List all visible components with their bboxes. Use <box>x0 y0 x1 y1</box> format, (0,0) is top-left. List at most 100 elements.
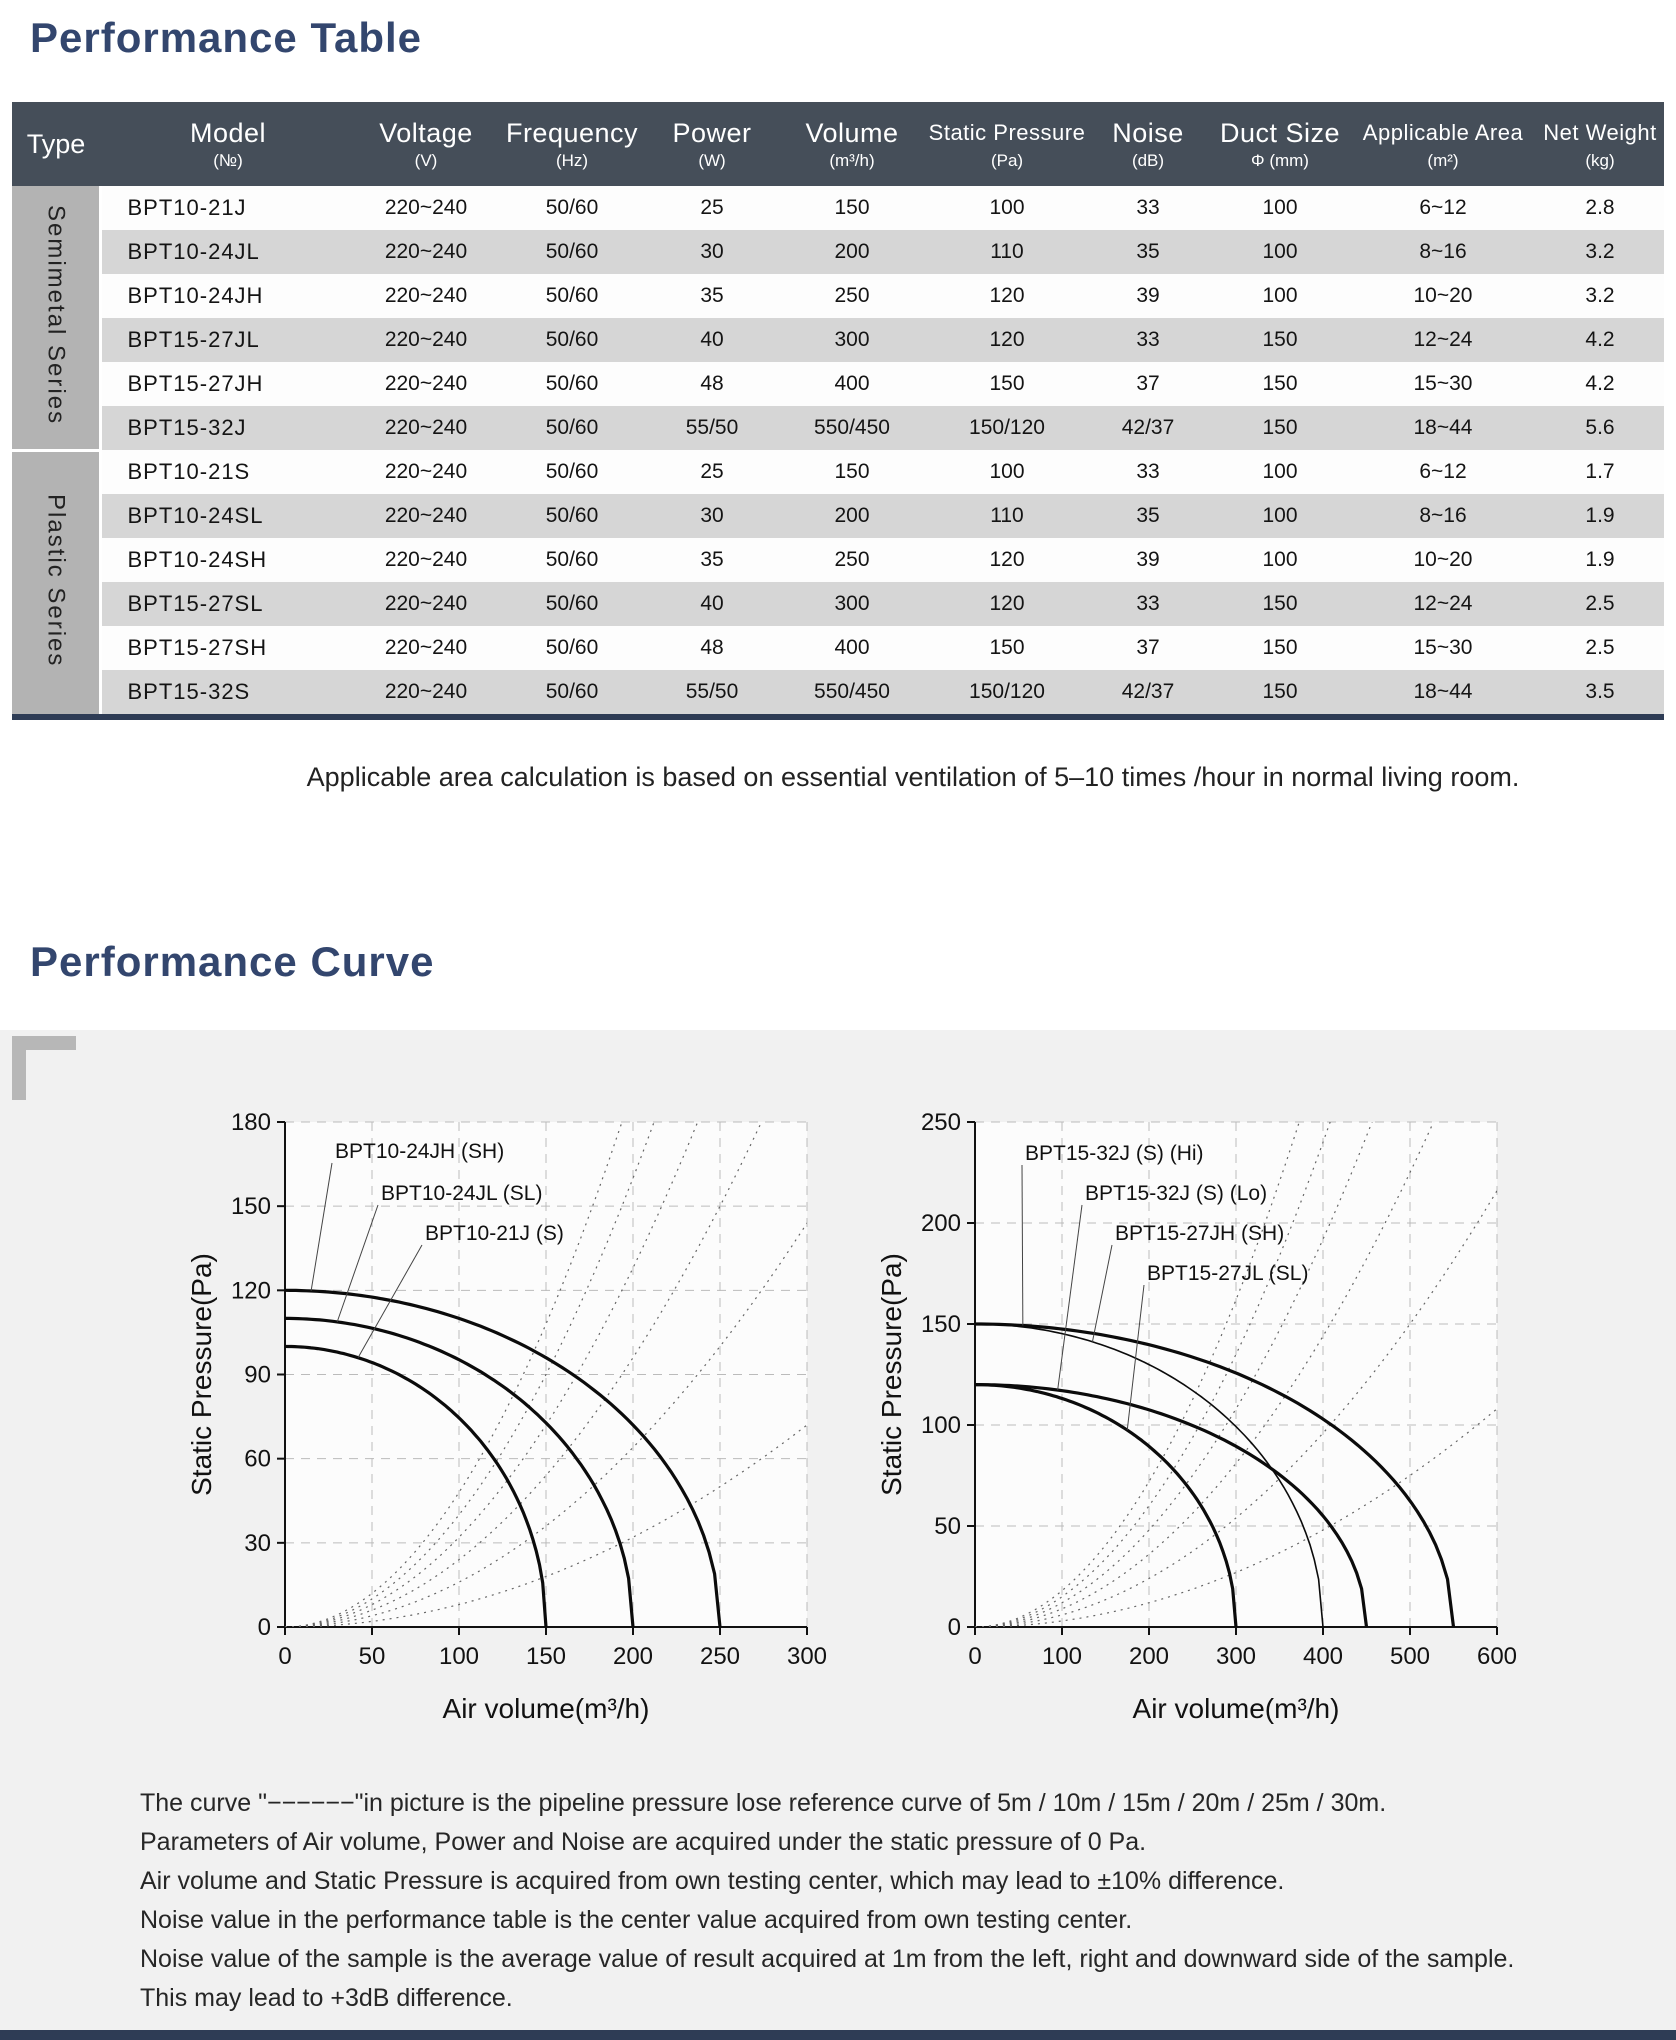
model-cell: BPT15-27JH <box>100 362 356 406</box>
value-cell: 40 <box>648 318 776 362</box>
table-header: Type Model (№) Voltage (V) Frequency (Hz… <box>12 102 1664 186</box>
value-cell: 100 <box>1210 450 1350 494</box>
value-cell: 400 <box>776 362 928 406</box>
col-header-frequency: Frequency (Hz) <box>496 102 648 186</box>
value-cell: 50/60 <box>496 494 648 538</box>
model-cell: BPT10-24JH <box>100 274 356 318</box>
value-cell: 8~16 <box>1350 230 1536 274</box>
col-header-applicable-area: Applicable Area (m²) <box>1350 102 1536 186</box>
table-row: BPT15-32S 220~240 50/60 55/50 550/450 150/120… <box>12 670 1664 717</box>
svg-text:100: 100 <box>921 1412 961 1439</box>
col-header-noise: Noise (dB) <box>1086 102 1210 186</box>
svg-text:Air volume(m³/h): Air volume(m³/h) <box>443 1693 650 1724</box>
value-cell: 12~24 <box>1350 582 1536 626</box>
value-cell: 48 <box>648 626 776 670</box>
value-cell: 150 <box>1210 318 1350 362</box>
model-cell: BPT15-27JL <box>100 318 356 362</box>
value-cell: 1.9 <box>1536 494 1664 538</box>
model-cell: BPT10-24SL <box>100 494 356 538</box>
value-cell: 10~20 <box>1350 274 1536 318</box>
value-cell: 220~240 <box>356 626 496 670</box>
col-header-power: Power (W) <box>648 102 776 186</box>
col-header-duct-size: Duct Size Φ (mm) <box>1210 102 1350 186</box>
row-group-label: Semimetal Series <box>12 186 102 452</box>
value-cell: 4.2 <box>1536 362 1664 406</box>
value-cell: 35 <box>1086 494 1210 538</box>
value-cell: 150 <box>1210 582 1350 626</box>
svg-text:150: 150 <box>231 1193 271 1220</box>
value-cell: 150 <box>1210 670 1350 717</box>
curve-panel: 0 50 100 150 200 250 300 0 30 60 90 120 150 180 BPT10-… <box>0 1030 1676 2030</box>
table-note: Applicable area calculation is based on … <box>306 762 1520 792</box>
svg-text:30: 30 <box>244 1530 271 1557</box>
table-row: BPT15-27SH 220~240 50/60 48 400 150 37 150 15~30… <box>12 626 1664 670</box>
svg-text:500: 500 <box>1390 1643 1430 1670</box>
value-cell: 55/50 <box>648 406 776 450</box>
model-cell: BPT15-32S <box>100 670 356 717</box>
value-cell: 6~12 <box>1350 186 1536 230</box>
value-cell: 120 <box>928 274 1086 318</box>
model-cell: BPT10-24SH <box>100 538 356 582</box>
value-cell: 100 <box>1210 274 1350 318</box>
value-cell: 50/60 <box>496 450 648 494</box>
svg-text:BPT10-24JL (SL): BPT10-24JL (SL) <box>381 1182 542 1205</box>
model-cell: BPT15-27SL <box>100 582 356 626</box>
svg-text:Air volume(m³/h): Air volume(m³/h) <box>1133 1693 1340 1724</box>
value-cell: 150 <box>928 626 1086 670</box>
value-cell: 2.5 <box>1536 626 1664 670</box>
svg-text:250: 250 <box>921 1109 961 1136</box>
value-cell: 10~20 <box>1350 538 1536 582</box>
table-row: BPT10-24SH 220~240 50/60 35 250 120 39 100 10~20… <box>12 538 1664 582</box>
svg-text:BPT15-32J (S) (Lo): BPT15-32J (S) (Lo) <box>1085 1182 1267 1205</box>
table-row: Semimetal Series BPT10-21J 220~240 50/60 25 1… <box>12 186 1664 452</box>
value-cell: 120 <box>928 538 1086 582</box>
col-header-static-pressure: Static Pressure (Pa) <box>928 102 1086 186</box>
value-cell: 220~240 <box>356 538 496 582</box>
svg-text:50: 50 <box>359 1643 386 1670</box>
table-row: BPT10-24SL 220~240 50/60 30 200 110 35 100 8~16 1… <box>12 494 1664 538</box>
value-cell: 300 <box>776 318 928 362</box>
svg-text:200: 200 <box>1129 1643 1169 1670</box>
value-cell: 42/37 <box>1086 406 1210 450</box>
value-cell: 18~44 <box>1350 406 1536 450</box>
col-header-type: Type <box>12 102 100 186</box>
footnote-line: Parameters of Air volume, Power and Nois… <box>140 1828 1147 1856</box>
value-cell: 3.5 <box>1536 670 1664 717</box>
value-cell: 100 <box>1210 230 1350 274</box>
performance-curve-title: Performance Curve <box>30 938 435 985</box>
value-cell: 220~240 <box>356 230 496 274</box>
value-cell: 50/60 <box>496 230 648 274</box>
svg-text:100: 100 <box>439 1643 479 1670</box>
value-cell: 220~240 <box>356 406 496 450</box>
row-group-label-text: Semimetal Series <box>42 204 70 425</box>
value-cell: 50/60 <box>496 406 648 450</box>
value-cell: 220~240 <box>356 274 496 318</box>
model-cell: BPT15-27SH <box>100 626 356 670</box>
table-row: BPT15-27JL 220~240 50/60 40 300 120 33 150 12~24… <box>12 318 1664 362</box>
value-cell: 50/60 <box>496 318 648 362</box>
value-cell: 150 <box>776 186 928 230</box>
value-cell: 150 <box>928 362 1086 406</box>
value-cell: 3.2 <box>1536 230 1664 274</box>
value-cell: 50/60 <box>496 626 648 670</box>
svg-text:150: 150 <box>921 1311 961 1338</box>
model-cell: BPT15-32J <box>100 406 356 450</box>
table-row: Plastic Series BPT10-21S 220~240 50/60 25 150… <box>12 450 1664 719</box>
value-cell: 25 <box>648 186 776 230</box>
table-row: BPT10-24JH 220~240 50/60 35 250 120 39 100 10~20… <box>12 274 1664 318</box>
svg-text:600: 600 <box>1477 1643 1517 1670</box>
svg-text:300: 300 <box>1216 1643 1256 1670</box>
svg-text:0: 0 <box>258 1614 271 1641</box>
value-cell: 37 <box>1086 362 1210 406</box>
value-cell: 220~240 <box>356 318 496 362</box>
performance-chart-bpt15: 0 100 200 300 400 500 600 0 50 100 150 200 250 BPT15-… <box>876 1109 1517 1724</box>
table-row: BPT15-32J 220~240 50/60 55/50 550/450 150/120… <box>12 406 1664 450</box>
value-cell: 200 <box>776 494 928 538</box>
value-cell: 220~240 <box>356 186 496 230</box>
value-cell: 150 <box>1210 626 1350 670</box>
value-cell: 15~30 <box>1350 626 1536 670</box>
value-cell: 39 <box>1086 274 1210 318</box>
footnote-line: Noise value in the performance table is … <box>140 1906 1133 1934</box>
svg-text:0: 0 <box>948 1614 961 1641</box>
